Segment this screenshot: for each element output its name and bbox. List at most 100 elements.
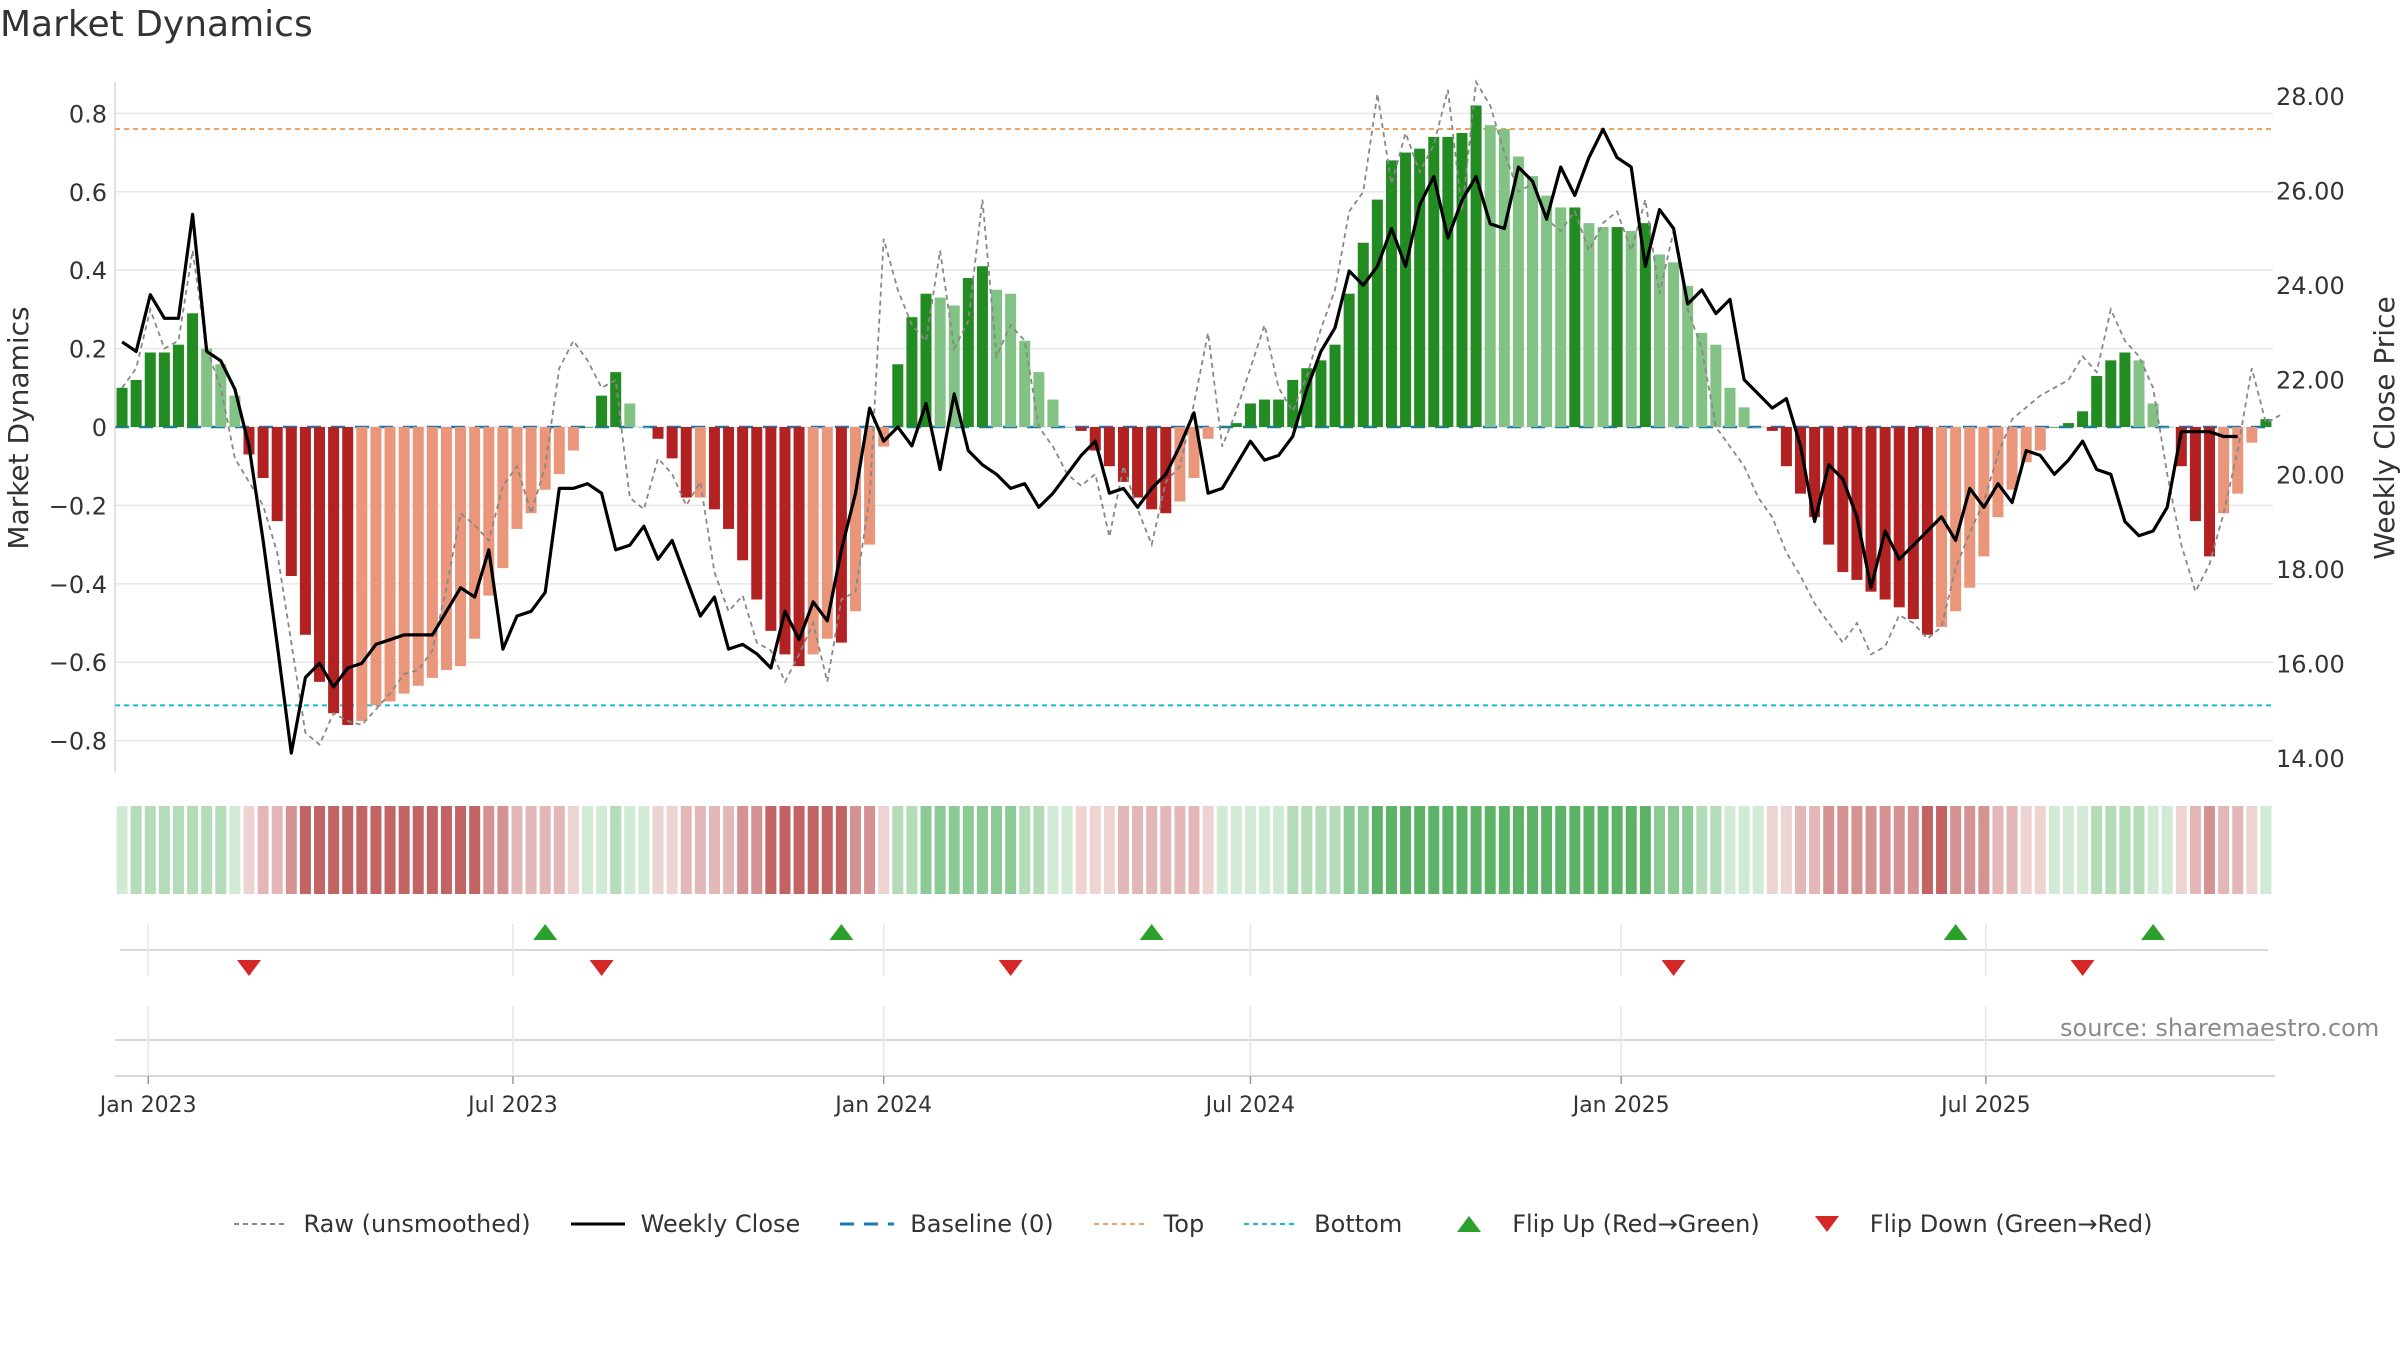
dynamics-bar — [737, 427, 749, 561]
close-legend-symbol — [570, 1222, 625, 1226]
left-axis-label: Market Dynamics — [2, 306, 35, 549]
zone-ribbon-cell — [257, 806, 269, 894]
dynamics-bar — [1357, 242, 1369, 427]
close-line — [121, 127, 2238, 755]
zone-ribbon-cell — [2062, 806, 2074, 894]
dynamics-bar — [1259, 399, 1271, 427]
zone-ribbon-cell — [708, 806, 720, 894]
source-credit: source: sharemaestro.com — [2060, 1014, 2380, 1042]
legend-label: Raw (unsmoothed) — [303, 1210, 531, 1238]
zone-ribbon-cell — [1117, 806, 1129, 894]
dynamics-bar — [610, 372, 622, 427]
dynamics-bar — [299, 427, 311, 635]
zone-ribbon-cell — [1541, 806, 1553, 894]
zone-ribbon-cell — [1385, 806, 1397, 894]
dynamics-bar — [1019, 340, 1031, 427]
zone-ribbon-cell — [1569, 806, 1581, 894]
dynamics-bar — [835, 427, 847, 643]
zone-ribbon-cell — [1259, 806, 1271, 894]
zone-ribbon-cell — [751, 806, 763, 894]
zone-ribbon-cell — [920, 806, 932, 894]
dynamics-bar — [511, 427, 523, 529]
right-tick-label: 18.00 — [2276, 556, 2345, 584]
dynamics-bar — [652, 427, 664, 439]
left-tick-label: −0.8 — [49, 728, 107, 756]
x-tick-label: Jul 2024 — [1204, 1093, 1296, 1118]
zone-ribbon-cell — [1244, 806, 1256, 894]
dynamics-bar — [1456, 132, 1468, 427]
dynamics-bar — [1202, 427, 1214, 439]
dynamics-bar — [314, 427, 326, 682]
dynamics-bar — [1188, 427, 1200, 478]
dynamics-bar — [1371, 199, 1383, 427]
dynamics-bar — [1766, 427, 1778, 431]
dynamics-bar — [1174, 427, 1186, 502]
dynamics-bar — [1484, 125, 1496, 427]
x-tick-label: Jan 2025 — [1571, 1093, 1670, 1118]
zone-ribbon-cell — [1484, 806, 1496, 894]
zone-ribbon-cell — [1061, 806, 1073, 894]
zone-ribbon-cell — [1823, 806, 1835, 894]
dynamics-bar — [1005, 293, 1017, 427]
legend-item-bottom: Bottom — [1242, 1210, 1402, 1238]
dynamics-bar — [779, 427, 791, 655]
zone-ribbon-cell — [1597, 806, 1609, 894]
zone-ribbon-cell — [779, 806, 791, 894]
zone-ribbon-cell — [821, 806, 833, 894]
x-tick-label: Jul 2025 — [1939, 1093, 2031, 1118]
dynamics-bar — [976, 266, 988, 427]
zone-ribbon-cell — [1273, 806, 1285, 894]
dynamics-bar — [1597, 227, 1609, 427]
zone-ribbon-cell — [1160, 806, 1172, 894]
x-tick-label: Jul 2023 — [466, 1093, 558, 1118]
dynamics-bar — [187, 313, 199, 427]
dynamics-bar — [497, 427, 509, 569]
zone-ribbon-cell — [1583, 806, 1595, 894]
zone-ribbon-cell — [2006, 806, 2018, 894]
chart-title: Market Dynamics — [0, 4, 313, 45]
dynamics-bar — [2091, 376, 2103, 427]
zone-ribbon-cell — [1103, 806, 1115, 894]
flip_up-legend-symbol — [1457, 1216, 1482, 1232]
left-tick-label: 0.6 — [69, 179, 107, 207]
zone-ribbon-cell — [1752, 806, 1764, 894]
dynamics-bar — [1639, 223, 1651, 427]
dynamics-bar — [1287, 379, 1299, 427]
dynamics-bar — [455, 427, 467, 667]
zone-ribbon-cell — [1921, 806, 1933, 894]
dynamics-bar — [2119, 352, 2131, 427]
dynamics-bar — [1668, 262, 1680, 427]
dynamics-bar — [1879, 427, 1891, 600]
zone-ribbon-cell — [1089, 806, 1101, 894]
dynamics-bar — [920, 293, 932, 427]
zone-ribbon-cell — [1794, 806, 1806, 894]
zone-ribbon-cell — [2260, 806, 2272, 894]
right-tick-label: 28.00 — [2276, 83, 2345, 111]
dynamics-bar — [469, 427, 481, 639]
legend-label: Baseline (0) — [910, 1210, 1054, 1238]
dynamics-bar — [116, 387, 128, 427]
dynamics-bar — [1710, 344, 1722, 427]
zone-ribbon-cell — [2189, 806, 2201, 894]
zone-ribbon-cell — [1992, 806, 2004, 894]
dynamics-bar — [1611, 227, 1623, 427]
dynamics-bar — [1385, 160, 1397, 427]
zone-ribbon-cell — [1837, 806, 1849, 894]
dynamics-bar — [1794, 427, 1806, 494]
dynamics-bar — [1780, 427, 1792, 467]
dynamics-bar — [567, 427, 579, 451]
dynamics-bar — [144, 352, 156, 427]
dynamics-bar — [1103, 427, 1115, 467]
dynamics-bar — [793, 427, 805, 667]
zone-ribbon-cell — [2246, 806, 2258, 894]
zone-ribbon-cell — [1809, 806, 1821, 894]
zone-ribbon-cell — [962, 806, 974, 894]
zone-ribbon-cell — [158, 806, 170, 894]
dynamics-bar — [2232, 427, 2244, 494]
zone-ribbon-cell — [2077, 806, 2089, 894]
zone-ribbon-cell — [469, 806, 481, 894]
right-tick-label: 20.00 — [2276, 461, 2345, 489]
dynamics-bar — [1089, 427, 1101, 451]
zone-ribbon-cell — [948, 806, 960, 894]
